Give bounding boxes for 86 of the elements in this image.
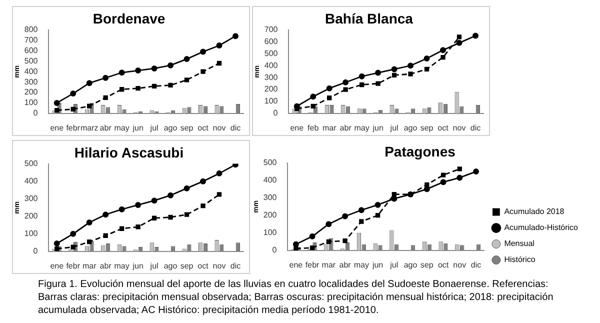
x-tick-label: jul <box>149 123 159 132</box>
x-tick-label: jun <box>132 123 144 132</box>
y-tick-label: 0 <box>272 246 278 255</box>
x-tick-label: abr <box>100 123 112 132</box>
x-tick-label: jun <box>132 261 144 270</box>
chart-title: Patagones <box>384 143 456 160</box>
x-tick-label: may <box>354 260 369 270</box>
x-tick-label: dic <box>230 123 241 132</box>
y-tick-label: 400 <box>264 60 278 70</box>
y-tick-label: 700 <box>264 25 278 34</box>
y-tick-label: 500 <box>264 48 278 58</box>
y-tick-label: 100 <box>263 228 278 238</box>
y-tick-label: 300 <box>263 193 278 202</box>
y-tick-label: 800 <box>24 25 38 34</box>
x-tick-label: dic <box>470 260 482 270</box>
x-tick-label: abr <box>340 123 352 132</box>
legend-label: Acumulado-Histórico <box>504 223 579 232</box>
x-tick-label: nov <box>212 261 226 270</box>
y-tick-label: 500 <box>24 159 38 168</box>
x-tick-label: ago <box>164 123 178 132</box>
y-tick-label: 200 <box>264 84 278 94</box>
x-tick-label: sep <box>180 261 194 270</box>
x-tick-label: ago <box>404 260 418 270</box>
x-tick-label: nov <box>212 123 226 132</box>
x-tick-label: dic <box>470 123 481 132</box>
x-tick-label: oct <box>198 261 210 270</box>
y-tick-label: 200 <box>24 88 38 97</box>
x-tick-label: jul <box>389 260 398 270</box>
x-tick-label: oct <box>438 123 450 132</box>
y-tick-label: 400 <box>24 66 38 76</box>
x-tick-label: marz <box>80 123 98 132</box>
y-tick-label: 0 <box>273 108 278 118</box>
x-tick-label: jul <box>149 261 159 270</box>
x-tick-label: febr <box>66 261 80 270</box>
y-tick-label: 700 <box>24 35 38 44</box>
x-tick-label: ene <box>50 261 64 270</box>
x-tick-label: jun <box>372 123 384 132</box>
chart-title: Hilario Ascasubi <box>74 144 184 160</box>
x-tick-label: oct <box>198 123 210 132</box>
x-tick-label: ene <box>50 123 64 132</box>
y-tick-label: 300 <box>24 77 38 86</box>
x-tick-label: may <box>354 123 370 132</box>
x-tick-label: sep <box>180 123 194 132</box>
x-tick-label: ago <box>164 261 178 270</box>
x-tick-label: sep <box>420 260 434 270</box>
y-tick-label: 600 <box>264 36 278 46</box>
y-tick-label: 200 <box>263 210 278 220</box>
x-tick-label: may <box>114 123 130 132</box>
x-tick-label: oct <box>438 260 450 270</box>
y-tick-label: 400 <box>263 176 278 185</box>
x-tick-label: feb <box>308 123 320 132</box>
x-tick-label: may <box>114 261 130 270</box>
legend-label: Mensual <box>504 239 535 248</box>
legend-label: Acumulado 2018 <box>504 207 565 216</box>
x-tick-label: mar <box>322 123 337 132</box>
x-tick-label: dic <box>230 261 241 270</box>
x-tick-label: febr <box>305 260 320 270</box>
y-tick-label: 200 <box>24 212 38 221</box>
y-tick-label: 100 <box>24 98 38 108</box>
x-tick-label: mar <box>322 260 336 270</box>
chart-title: Bahía Blanca <box>325 10 414 26</box>
y-tick-label: 500 <box>263 158 278 168</box>
x-tick-label: ago <box>404 123 418 132</box>
y-tick-label: 500 <box>24 56 38 66</box>
y-tick-label: 0 <box>33 246 38 256</box>
x-tick-label: sep <box>420 123 434 132</box>
x-tick-label: febr <box>66 123 80 132</box>
legend-label: Histórico <box>504 255 536 264</box>
y-tick-label: 300 <box>24 194 38 204</box>
chart-title: Bordenave <box>92 10 166 26</box>
y-tick-label: 600 <box>24 46 38 55</box>
x-tick-label: mar <box>82 261 97 270</box>
y-tick-label: 100 <box>24 229 38 238</box>
text: Figura 1. Evolución mensual del aporte de las lluvias en cuatro localidades del Sudoeste Bonaerense. Referencias: Barras claras: precipitación mensual observada; Barras oscuras: precipitación mensual histórica; 2018: precipitación acumulada observada; AC Histórico: precipitación media período 1981-2010. <box>38 278 554 317</box>
y-tick-label: 0 <box>33 108 38 118</box>
x-tick-label: abr <box>339 260 352 270</box>
x-tick-label: ene <box>290 123 304 132</box>
x-tick-label: abr <box>100 261 112 270</box>
x-tick-label: jul <box>389 123 399 132</box>
y-tick-label: 300 <box>264 72 278 82</box>
x-tick-label: nov <box>453 260 466 270</box>
y-tick-label: 400 <box>24 176 38 186</box>
y-tick-label: 100 <box>264 96 278 106</box>
x-tick-label: jun <box>371 260 384 270</box>
x-tick-label: nov <box>452 123 466 132</box>
x-tick-label: ene <box>289 260 304 270</box>
